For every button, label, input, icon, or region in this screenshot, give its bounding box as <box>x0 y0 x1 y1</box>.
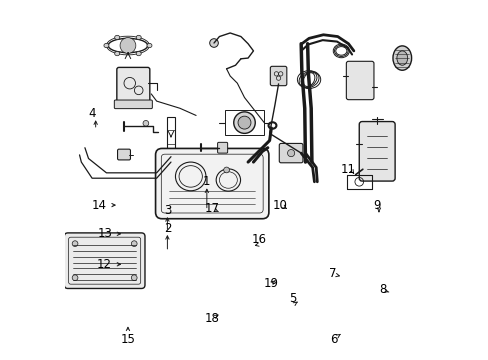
Ellipse shape <box>115 51 120 56</box>
Text: 18: 18 <box>204 311 219 325</box>
Text: 9: 9 <box>373 199 380 212</box>
Text: 6: 6 <box>330 333 337 346</box>
Text: 4: 4 <box>88 107 96 120</box>
Text: 8: 8 <box>378 283 386 296</box>
Circle shape <box>120 38 136 53</box>
FancyBboxPatch shape <box>117 67 149 106</box>
Text: 5: 5 <box>288 292 296 305</box>
Ellipse shape <box>104 43 109 48</box>
Ellipse shape <box>136 35 141 40</box>
Text: 19: 19 <box>264 278 278 291</box>
Text: 17: 17 <box>204 202 219 215</box>
Ellipse shape <box>136 51 141 56</box>
Text: 15: 15 <box>120 333 135 346</box>
Text: 14: 14 <box>92 199 106 212</box>
Text: 16: 16 <box>251 233 266 246</box>
Circle shape <box>238 116 250 129</box>
FancyBboxPatch shape <box>359 122 394 181</box>
Circle shape <box>209 39 218 47</box>
Text: 11: 11 <box>340 163 355 176</box>
Ellipse shape <box>147 43 152 48</box>
FancyBboxPatch shape <box>64 233 144 288</box>
Ellipse shape <box>396 51 407 65</box>
FancyBboxPatch shape <box>117 149 130 160</box>
Ellipse shape <box>392 46 411 70</box>
Text: 10: 10 <box>272 199 287 212</box>
Circle shape <box>233 112 255 134</box>
FancyBboxPatch shape <box>217 142 227 153</box>
FancyBboxPatch shape <box>114 100 152 109</box>
FancyBboxPatch shape <box>270 66 286 86</box>
Circle shape <box>72 241 78 247</box>
Circle shape <box>223 167 229 173</box>
Circle shape <box>131 275 137 280</box>
Text: 7: 7 <box>328 267 335 280</box>
Ellipse shape <box>115 35 120 40</box>
FancyBboxPatch shape <box>155 148 268 219</box>
FancyBboxPatch shape <box>279 143 303 163</box>
Circle shape <box>131 241 137 247</box>
Text: 12: 12 <box>97 258 112 271</box>
FancyBboxPatch shape <box>346 61 373 100</box>
Text: 2: 2 <box>163 222 171 235</box>
Circle shape <box>287 149 294 157</box>
Text: 3: 3 <box>163 204 171 217</box>
Circle shape <box>142 121 148 126</box>
Circle shape <box>72 275 78 280</box>
Text: 13: 13 <box>97 227 112 240</box>
Text: 1: 1 <box>203 175 210 188</box>
